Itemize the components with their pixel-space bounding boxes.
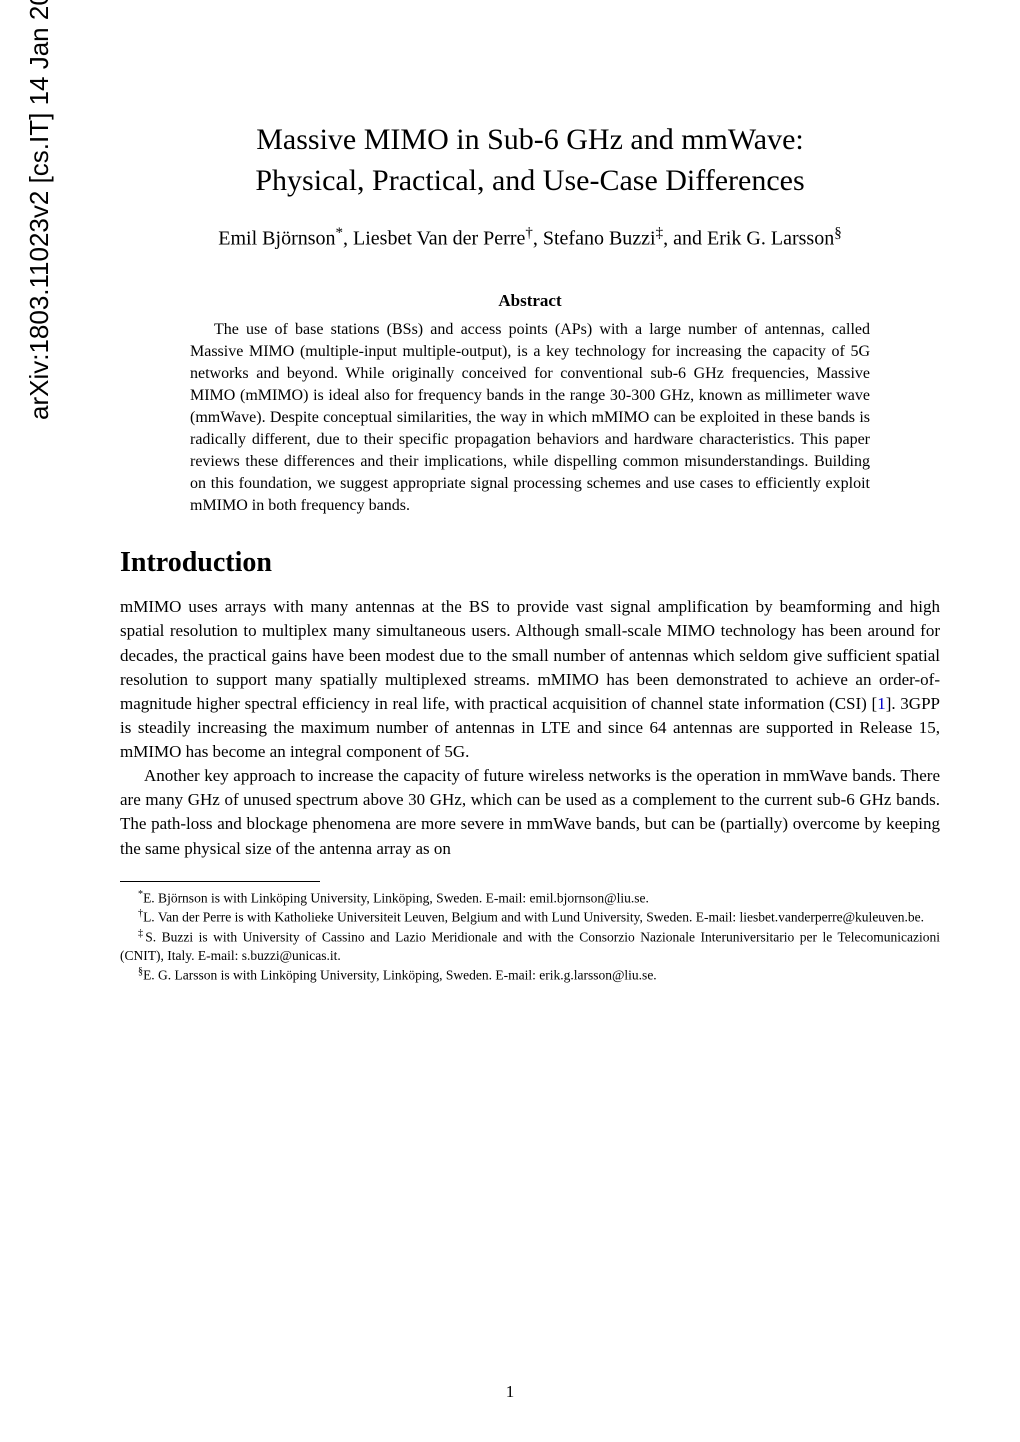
intro-paragraph-2: Another key approach to increase the cap… <box>120 764 940 861</box>
abstract-text: The use of base stations (BSs) and acces… <box>190 319 870 518</box>
footnote-3: ‡S. Buzzi is with University of Cassino … <box>120 927 940 965</box>
title-line-1: Massive MIMO in Sub-6 GHz and mmWave: <box>256 123 804 156</box>
paper-title: Massive MIMO in Sub-6 GHz and mmWave: Ph… <box>120 120 940 201</box>
author-4-affil: § <box>834 225 842 241</box>
title-line-2: Physical, Practical, and Use-Case Differ… <box>255 164 804 197</box>
author-list: Emil Björnson*, Liesbet Van der Perre† , … <box>120 225 940 251</box>
author-1-affil: * <box>336 225 344 241</box>
footnote-rule <box>120 881 320 882</box>
footnote-2-text: L. Van der Perre is with Katholieke Univ… <box>143 910 924 925</box>
footnote-4-text: E. G. Larsson is with Linköping Universi… <box>143 968 657 983</box>
author-sep-3: , and <box>663 228 707 250</box>
footnote-2: †L. Van der Perre is with Katholieke Uni… <box>120 907 940 927</box>
author-sep-1: , <box>343 228 353 250</box>
abstract-block: The use of base stations (BSs) and acces… <box>190 319 870 518</box>
intro-p1-part-a: mMIMO uses arrays with many antennas at … <box>120 597 940 713</box>
page-number: 1 <box>0 1382 1020 1402</box>
intro-paragraph-1: mMIMO uses arrays with many antennas at … <box>120 595 940 764</box>
author-4: Erik G. Larsson <box>707 228 834 250</box>
footnote-1-text: E. Björnson is with Linköping University… <box>143 890 649 905</box>
page-content: Massive MIMO in Sub-6 GHz and mmWave: Ph… <box>120 0 940 985</box>
footnotes: *E. Björnson is with Linköping Universit… <box>120 888 940 985</box>
author-2-affil: † <box>525 225 533 241</box>
footnote-3-text: S. Buzzi is with University of Cassino a… <box>120 930 940 963</box>
author-1: Emil Björnson <box>218 228 335 250</box>
body-text: mMIMO uses arrays with many antennas at … <box>120 595 940 860</box>
footnote-1: *E. Björnson is with Linköping Universit… <box>120 888 940 908</box>
author-3-affil: ‡ <box>656 225 664 241</box>
footnote-4: §E. G. Larsson is with Linköping Univers… <box>120 965 940 985</box>
author-3: Stefano Buzzi <box>543 228 656 250</box>
abstract-heading: Abstract <box>120 291 940 311</box>
author-2: Liesbet Van der Perre <box>353 228 525 250</box>
section-heading-introduction: Introduction <box>120 547 940 579</box>
author-sep-2: , <box>533 228 543 250</box>
citation-1[interactable]: 1 <box>877 694 886 713</box>
arxiv-id-sidebar: arXiv:1803.11023v2 [cs.IT] 14 Jan 2019 <box>24 0 55 420</box>
